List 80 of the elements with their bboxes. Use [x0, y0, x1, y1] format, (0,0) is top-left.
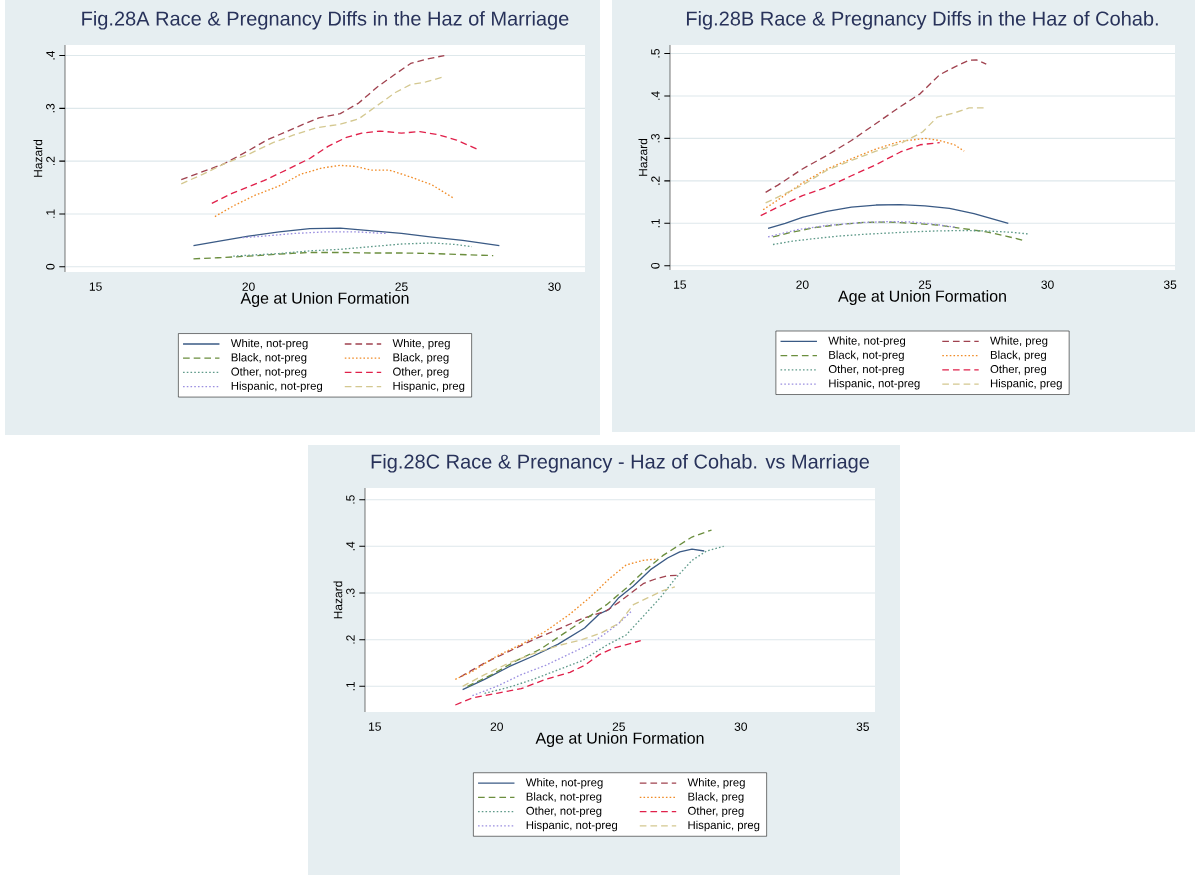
y-tick-label: 0: [46, 263, 55, 270]
line-series: [454, 558, 659, 680]
y-tick-label: .5: [651, 48, 660, 58]
y-tick-label: .2: [346, 635, 355, 644]
line-series: [454, 639, 642, 706]
line-series: [180, 76, 445, 185]
y-tick-label: .4: [651, 91, 660, 100]
legend-label: Other, not-preg: [231, 367, 307, 378]
legend-label: White, preg: [392, 338, 450, 350]
y-tick-label: .3: [46, 103, 55, 113]
legend-label: White, not-preg: [828, 336, 906, 347]
chart-title: Fig.28B Race & Pregnancy Diffs in the Haz of Cohab.: [686, 10, 1158, 30]
legend-label: Black, preg: [393, 353, 449, 364]
line-series: [461, 586, 676, 687]
y-axis-title: Hazard: [638, 138, 648, 176]
line-series: [211, 130, 479, 205]
x-tick-label: 30: [1041, 280, 1054, 289]
legend-label: Black, not-preg: [829, 350, 904, 362]
x-tick-label: 20: [242, 282, 255, 291]
x-tick-label: 30: [734, 722, 748, 731]
legend-label: Black, preg: [990, 350, 1046, 362]
legend-label: Hispanic, not-preg: [526, 820, 618, 832]
legend-label: Other, not-preg: [828, 364, 904, 376]
line-series: [471, 611, 632, 697]
line-series: [461, 548, 705, 691]
y-tick-label: .4: [46, 50, 55, 60]
legend-label: Hispanic, preg: [688, 820, 760, 832]
line-series: [772, 229, 1029, 246]
legend-label: Hispanic, preg: [990, 378, 1062, 390]
chart-title: Fig.28C Race & Pregnancy - Haz of Cohab. vs Marriage: [371, 453, 869, 473]
y-tick-label: .1: [651, 218, 660, 228]
y-tick-label: .4: [346, 541, 355, 551]
line-series: [483, 545, 725, 694]
line-series: [466, 529, 713, 687]
legend-label: Other, not-preg: [526, 806, 602, 818]
legend-label: Other, preg: [688, 806, 744, 818]
y-tick-label: 0: [651, 262, 660, 269]
chart-title: Fig.28A Race & Pregnancy Diffs in the Haz of Marriage: [82, 10, 569, 30]
x-axis-title: Age at Union Formation: [838, 290, 1006, 305]
x-tick-label: 35: [1163, 280, 1177, 289]
x-tick-label: 15: [674, 280, 686, 289]
legend-label: Hispanic, not-preg: [829, 378, 920, 390]
legend-label: Hispanic, preg: [393, 381, 465, 393]
legend-label: White, preg: [687, 778, 745, 789]
legend-label: White, preg: [990, 336, 1048, 347]
y-tick-label: .1: [46, 209, 55, 218]
y-tick-label: .3: [651, 133, 660, 143]
legend-label: Black, not-preg: [526, 792, 602, 803]
x-tick-label: 20: [490, 722, 503, 731]
x-axis-title: Age at Union Formation: [240, 292, 409, 307]
x-tick-label: 25: [918, 280, 932, 289]
line-series: [772, 221, 1024, 241]
y-tick-label: .5: [346, 495, 355, 504]
y-tick-label: .2: [46, 156, 55, 166]
legend-label: Black, preg: [688, 792, 744, 803]
line-series: [764, 107, 987, 204]
y-tick-label: .2: [651, 176, 660, 185]
x-tick-label: 35: [856, 722, 869, 731]
legend-label: Hispanic, not-preg: [231, 381, 323, 393]
y-axis-title: Hazard: [333, 581, 343, 619]
legend-label: Other, preg: [990, 364, 1046, 376]
line-series: [767, 220, 958, 238]
x-tick-label: 30: [548, 282, 561, 291]
x-tick-label: 25: [612, 722, 625, 731]
legend-label: White, not-preg: [230, 338, 308, 350]
x-tick-label: 20: [796, 280, 809, 289]
line-series: [767, 203, 1009, 230]
line-series: [760, 141, 941, 217]
y-axis-title: Hazard: [33, 139, 43, 177]
y-tick-label: .3: [346, 588, 355, 597]
line-series: [762, 137, 965, 211]
legend-label: Black, not-preg: [231, 353, 307, 364]
legend-label: White, not-preg: [525, 778, 603, 789]
legend-label: Other, preg: [393, 367, 449, 378]
x-axis-title: Age at Union Formation: [535, 732, 704, 747]
line-series: [214, 164, 455, 218]
x-tick-label: 15: [369, 722, 381, 731]
y-tick-label: .1: [346, 681, 355, 691]
x-tick-label: 15: [89, 282, 102, 291]
x-tick-label: 25: [395, 282, 408, 291]
